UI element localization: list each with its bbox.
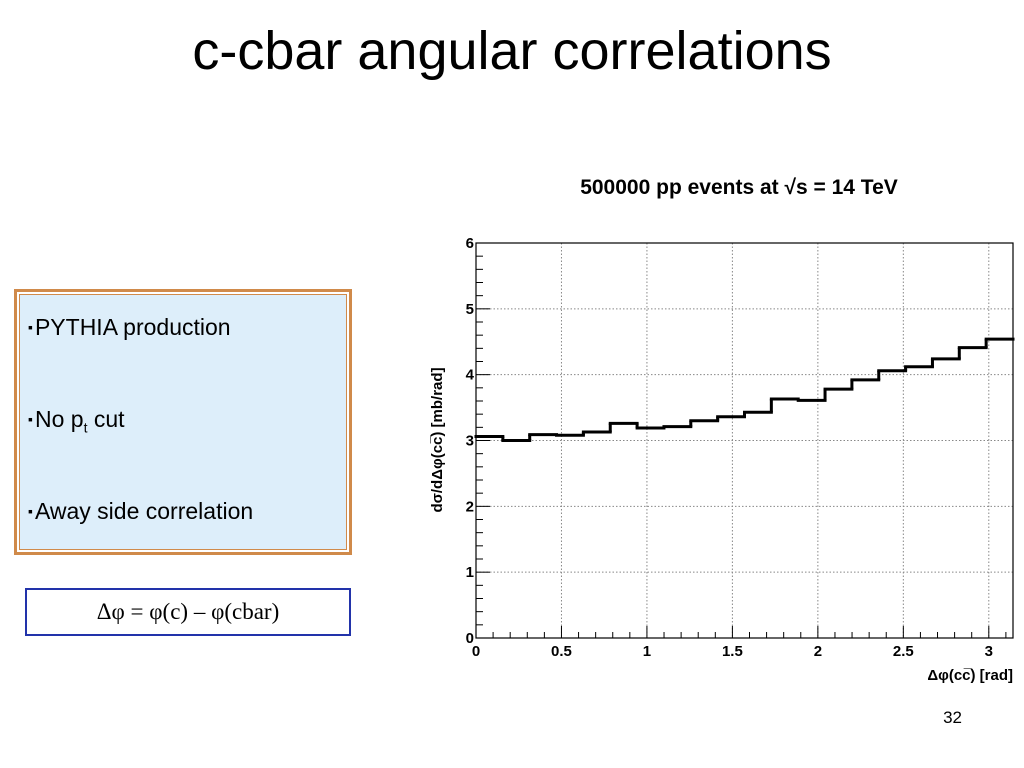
bullet-marker: ▪ (28, 503, 33, 519)
x-tick-label: 2.5 (893, 643, 914, 660)
bullet-marker: ▪ (28, 411, 33, 427)
y-tick-label: 3 (466, 433, 474, 450)
y-tick-label: 1 (466, 564, 474, 581)
y-tick-labels: 0 1 2 3 4 5 6 (466, 235, 475, 647)
x-axis-label: Δφ(cc̅) [rad] (927, 667, 1013, 684)
slide-title: c-cbar angular correlations (192, 21, 832, 81)
x-tick-label: 0 (472, 643, 480, 660)
bullet-item: ▪Away side correlation (28, 498, 253, 525)
x-tick-label: 2 (814, 643, 822, 660)
bullet-box (14, 289, 352, 555)
bullet-item: ▪PYTHIA production (28, 314, 231, 341)
y-tick-label: 2 (466, 498, 474, 515)
x-tick-labels: 0 0.5 1 1.5 2 2.5 3 (472, 643, 993, 660)
bullet-text: Away side correlation (34, 498, 254, 524)
x-tick-label: 0.5 (551, 643, 572, 660)
bullet-subscript: t (83, 419, 88, 436)
chart-grid (476, 243, 1013, 638)
y-axis-label: dσ/dΔφ(cc̅) [mb/rad] (429, 367, 446, 512)
formula-box: Δφ = φ(c) – φ(cbar) (25, 588, 351, 636)
bullet-text: PYTHIA production (34, 314, 231, 340)
y-tick-label: 6 (466, 235, 474, 252)
x-tick-label: 3 (985, 643, 993, 660)
bullet-marker: ▪ (28, 319, 33, 335)
slide-number: 32 (943, 708, 962, 727)
y-tick-label: 5 (466, 301, 474, 318)
bullet-item: ▪No pt cut (28, 406, 125, 436)
y-tick-label: 0 (466, 630, 474, 647)
x-tick-label: 1 (643, 643, 651, 660)
axis-ticks (475, 242, 1007, 639)
y-tick-label: 4 (466, 367, 475, 384)
x-tick-label: 1.5 (722, 643, 743, 660)
bullet-box-fill (19, 294, 347, 550)
bullet-text: No p (34, 406, 84, 432)
histogram-bins (474, 337, 1015, 442)
chart-title: 500000 pp events at √s = 14 TeV (580, 176, 898, 199)
bullet-text-rest: cut (87, 406, 125, 432)
